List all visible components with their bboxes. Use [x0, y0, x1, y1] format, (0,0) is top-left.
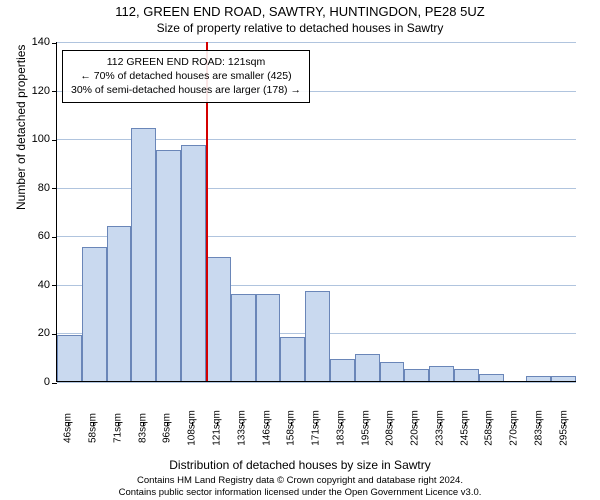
x-tick-label: 58sqm: [88, 413, 99, 443]
x-tick: 46sqm: [56, 422, 81, 426]
x-tick-label: 46sqm: [63, 413, 74, 443]
x-tick: 83sqm: [130, 422, 155, 426]
histogram-bar: [404, 369, 429, 381]
x-tick-label: 195sqm: [360, 410, 371, 446]
x-tick: 108sqm: [180, 422, 205, 426]
x-tick: 283sqm: [527, 422, 552, 426]
x-tick: 183sqm: [328, 422, 353, 426]
y-tick-label: 0: [20, 376, 50, 388]
title-main: 112, GREEN END ROAD, SAWTRY, HUNTINGDON,…: [0, 4, 600, 19]
histogram-bar: [131, 128, 156, 381]
histogram-bar: [231, 294, 256, 381]
x-tick-label: 258sqm: [484, 410, 495, 446]
annotation-line-1: 112 GREEN END ROAD: 121sqm: [71, 55, 301, 69]
histogram-bar: [551, 376, 576, 381]
annotation-line-3: 30% of semi-detached houses are larger (…: [71, 83, 301, 97]
x-tick-label: 71sqm: [112, 413, 123, 443]
footer-line-2: Contains public sector information licen…: [0, 487, 600, 498]
gridline: [57, 382, 576, 383]
x-tick-label: 158sqm: [286, 410, 297, 446]
x-tick: 133sqm: [229, 422, 254, 426]
histogram-bar: [330, 359, 355, 381]
x-tick: 71sqm: [106, 422, 131, 426]
y-tick-label: 60: [20, 230, 50, 242]
histogram-bar: [82, 247, 107, 381]
x-tick: 233sqm: [427, 422, 452, 426]
chart-titles: 112, GREEN END ROAD, SAWTRY, HUNTINGDON,…: [0, 0, 600, 35]
histogram-bar: [280, 337, 305, 381]
x-tick-label: 208sqm: [385, 410, 396, 446]
y-tick-label: 100: [20, 133, 50, 145]
annotation-line-2: ← 70% of detached houses are smaller (42…: [71, 69, 301, 83]
x-tick: 121sqm: [205, 422, 230, 426]
x-ticks: 46sqm58sqm71sqm83sqm96sqm108sqm121sqm133…: [56, 422, 576, 426]
x-tick-label: 283sqm: [533, 410, 544, 446]
histogram-bar: [479, 374, 504, 381]
x-tick: 270sqm: [502, 422, 527, 426]
histogram-bar: [355, 354, 380, 381]
histogram-bar: [380, 362, 405, 381]
histogram-bar: [156, 150, 181, 381]
x-tick-label: 270sqm: [509, 410, 520, 446]
x-tick-label: 233sqm: [434, 410, 445, 446]
x-tick: 171sqm: [304, 422, 329, 426]
x-tick-label: 245sqm: [459, 410, 470, 446]
x-tick-label: 146sqm: [261, 410, 272, 446]
y-tick-label: 40: [20, 279, 50, 291]
x-tick-label: 83sqm: [137, 413, 148, 443]
x-tick: 158sqm: [279, 422, 304, 426]
x-tick-label: 133sqm: [236, 410, 247, 446]
y-tick-label: 140: [20, 36, 50, 48]
x-tick: 208sqm: [378, 422, 403, 426]
annotation-box: 112 GREEN END ROAD: 121sqm ← 70% of deta…: [62, 50, 310, 103]
histogram-bar: [305, 291, 330, 381]
histogram-bar: [107, 226, 132, 381]
x-tick: 258sqm: [477, 422, 502, 426]
x-tick-label: 183sqm: [335, 410, 346, 446]
histogram-bar: [454, 369, 479, 381]
x-tick: 220sqm: [403, 422, 428, 426]
x-tick: 295sqm: [551, 422, 576, 426]
x-tick-label: 121sqm: [211, 410, 222, 446]
histogram-bar: [57, 335, 82, 381]
x-tick-label: 108sqm: [187, 410, 198, 446]
histogram-bar: [206, 257, 231, 381]
y-tick-label: 120: [20, 85, 50, 97]
x-tick: 245sqm: [452, 422, 477, 426]
y-tick-label: 80: [20, 182, 50, 194]
x-tick-label: 96sqm: [162, 413, 173, 443]
histogram-bar: [429, 366, 454, 381]
footer-line-1: Contains HM Land Registry data © Crown c…: [0, 475, 600, 486]
title-sub: Size of property relative to detached ho…: [0, 21, 600, 35]
histogram-bar: [526, 376, 551, 381]
x-tick: 195sqm: [353, 422, 378, 426]
histogram-bar: [256, 294, 281, 381]
histogram-bar: [181, 145, 206, 381]
x-tick-label: 171sqm: [311, 410, 322, 446]
y-tick-label: 20: [20, 327, 50, 339]
x-axis-label: Distribution of detached houses by size …: [0, 458, 600, 472]
x-tick-label: 295sqm: [558, 410, 569, 446]
footer-attribution: Contains HM Land Registry data © Crown c…: [0, 475, 600, 498]
x-tick: 146sqm: [254, 422, 279, 426]
x-tick: 96sqm: [155, 422, 180, 426]
x-tick: 58sqm: [81, 422, 106, 426]
x-tick-label: 220sqm: [410, 410, 421, 446]
